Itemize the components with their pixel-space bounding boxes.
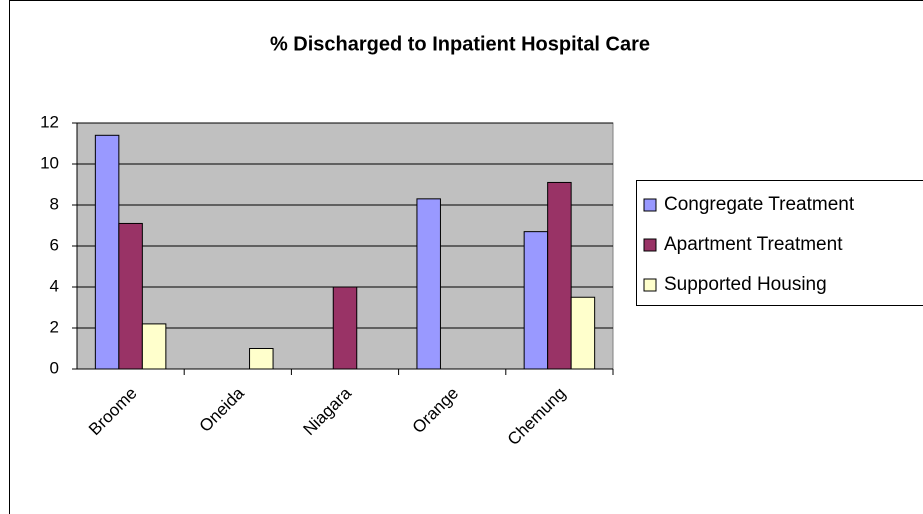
bar (141, 323, 167, 370)
y-tick-label: 10 (40, 153, 59, 172)
y-tick-label: 4 (50, 276, 59, 295)
legend-label: Congregate Treatment (664, 194, 855, 215)
bar (523, 231, 549, 370)
legend-label: Supported Housing (664, 274, 827, 295)
bar (249, 348, 274, 370)
y-tick-label: 8 (50, 194, 59, 213)
bar (570, 296, 596, 370)
legend-box (636, 180, 923, 306)
y-tick-label: 2 (50, 317, 59, 336)
legend-swatch (643, 278, 657, 292)
legend-label: Apartment Treatment (664, 234, 843, 255)
legend-swatch (643, 238, 657, 252)
bar (118, 222, 143, 370)
y-tick-label: 0 (50, 358, 59, 377)
bar (94, 134, 120, 370)
legend-swatch (643, 198, 657, 212)
y-tick-label: 12 (40, 112, 59, 131)
bar (416, 198, 441, 370)
chart-title: % Discharged to Inpatient Hospital Care (270, 33, 650, 55)
bar (332, 286, 358, 370)
y-tick-label: 6 (50, 235, 59, 254)
bar (547, 181, 572, 370)
